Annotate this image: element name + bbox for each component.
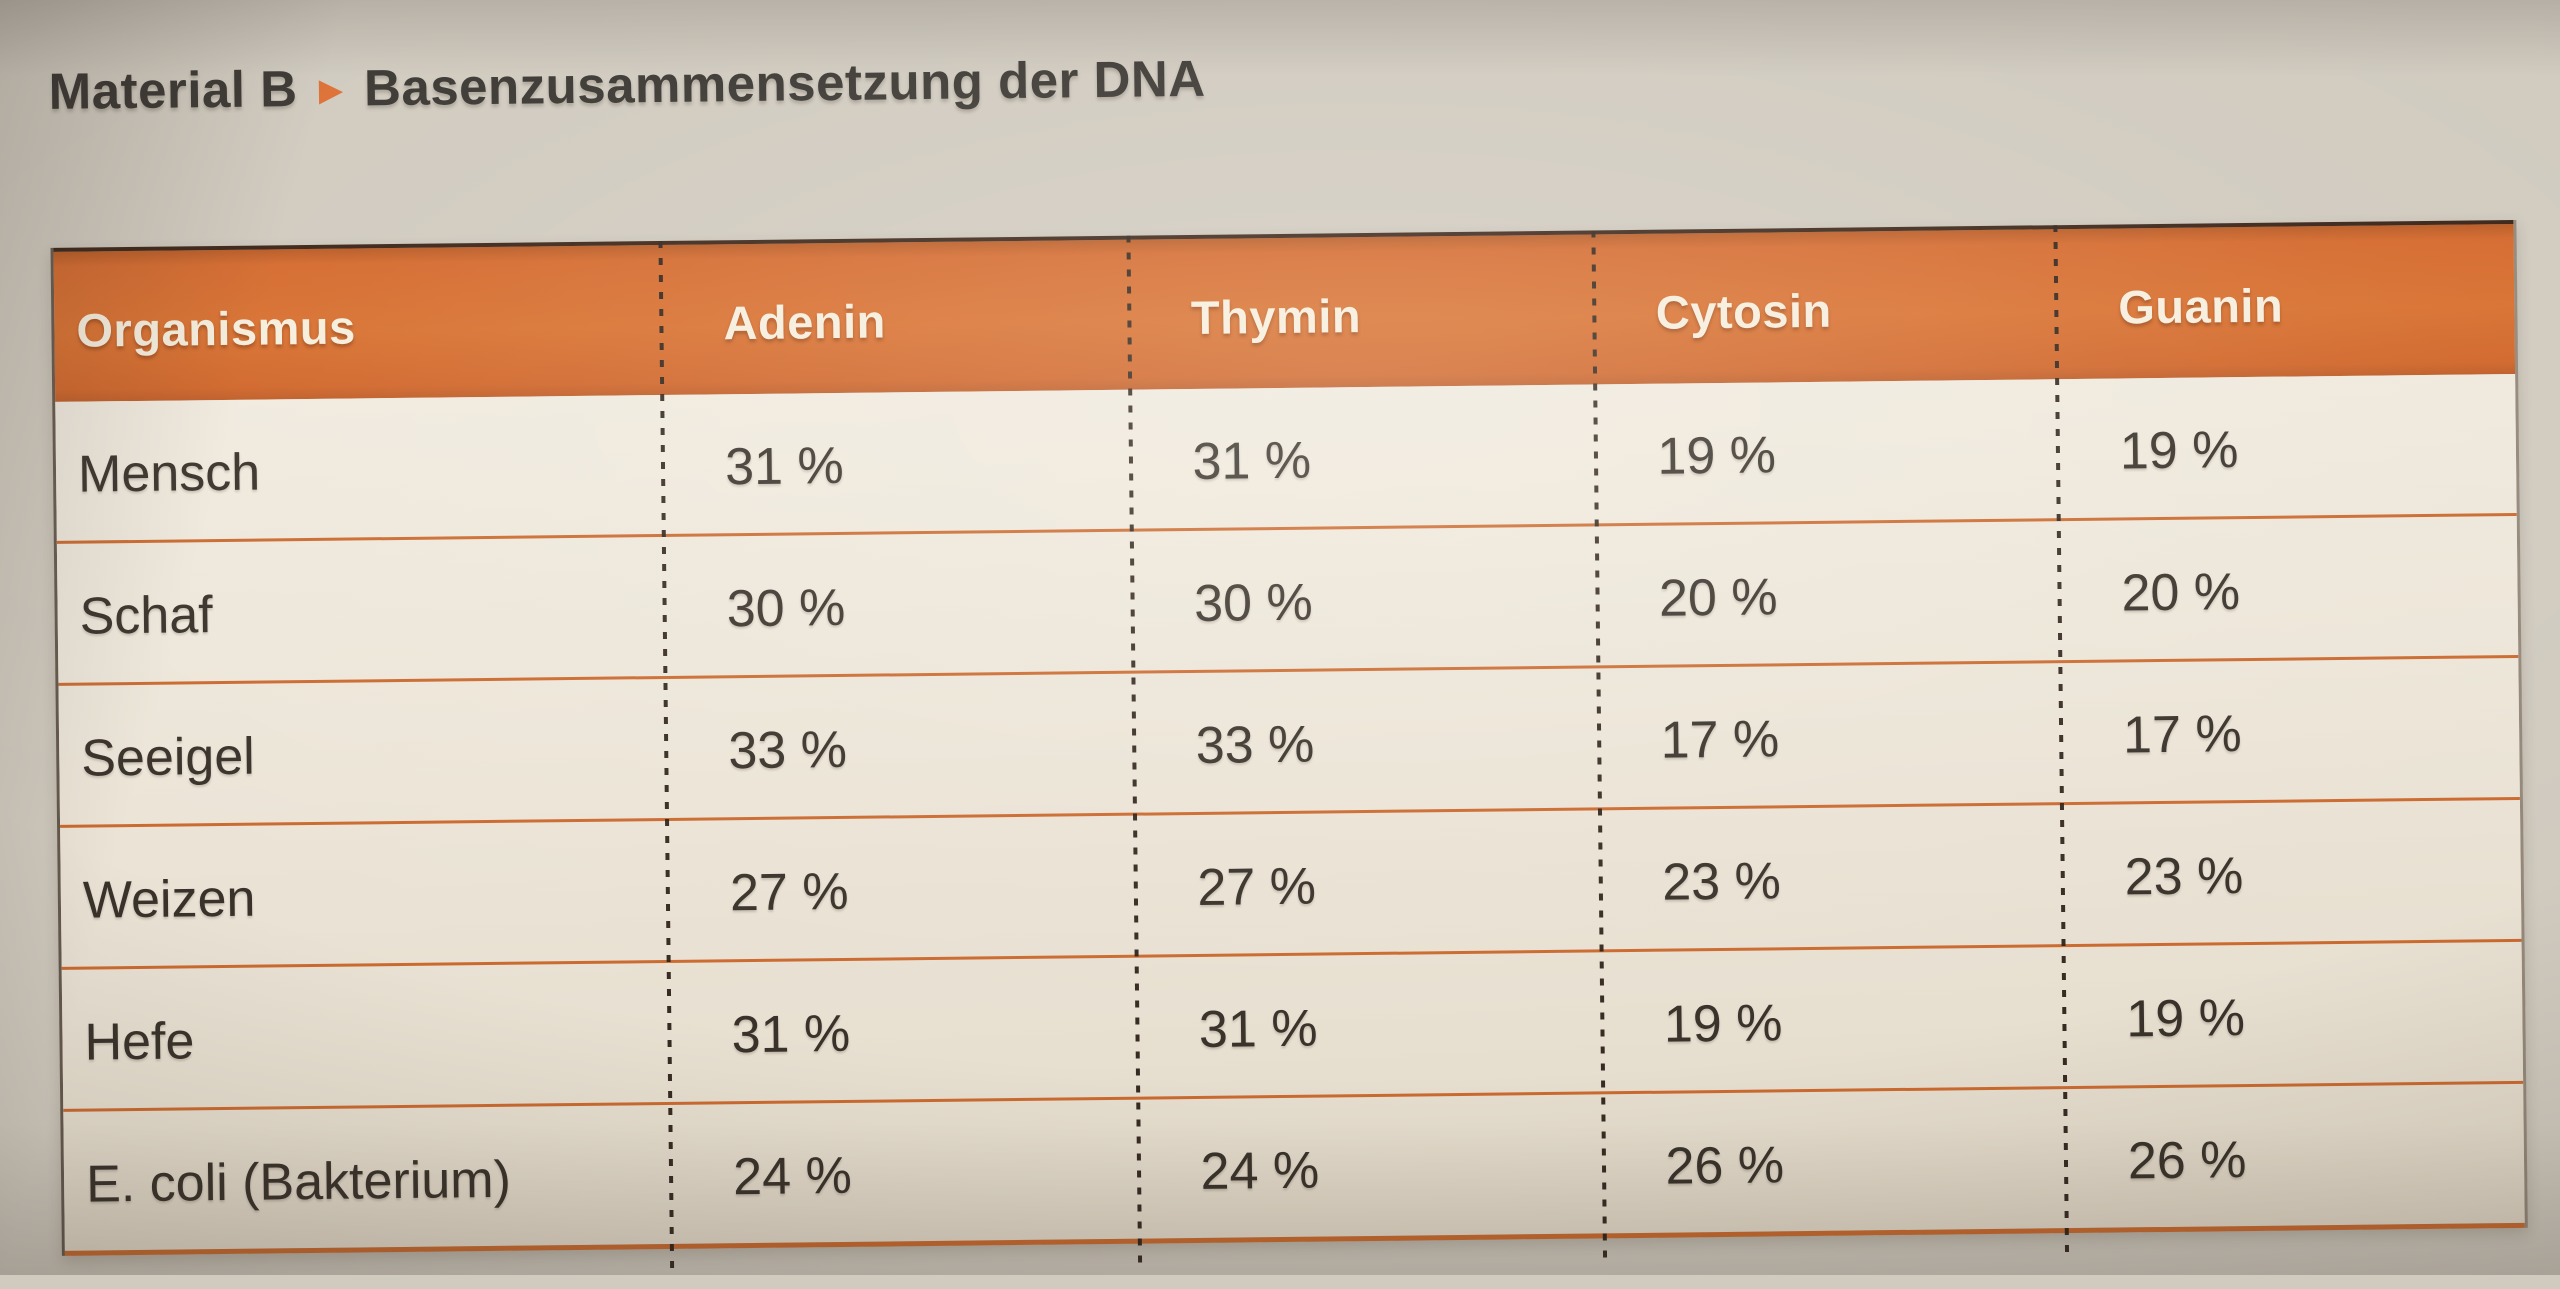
table-row-mensch: Mensch 31 % 31 % 19 % 19 %	[55, 374, 2516, 541]
dna-base-table: Organismus Adenin Thymin Cytosin Guanin …	[50, 219, 2528, 1277]
table-row-weizen: Weizen 27 % 27 % 23 % 23 %	[60, 796, 2522, 967]
value-cell-cytosin: 23 %	[1661, 851, 1782, 912]
value-cell-adenin: 31 %	[724, 436, 845, 496]
value-cell-cytosin: 19 %	[1663, 993, 1783, 1054]
organism-cell: Weizen	[82, 869, 256, 930]
value-cell-guanin: 17 %	[2122, 704, 2242, 764]
table-header-row: Organismus Adenin Thymin Cytosin Guanin	[53, 219, 2516, 402]
value-cell-guanin: 19 %	[2119, 420, 2239, 480]
value-cell-thymin: 30 %	[1193, 573, 1314, 633]
header-organismus: Organismus	[76, 299, 356, 357]
table-row-seeigel: Seeigel 33 % 33 % 17 % 17 %	[58, 654, 2520, 825]
value-cell-thymin: 27 %	[1197, 857, 1317, 917]
material-label: Material B	[48, 59, 298, 120]
header-thymin: Thymin	[1190, 288, 1362, 344]
organism-cell: Seeigel	[80, 727, 256, 788]
organism-cell: E. coli (Bakterium)	[85, 1150, 512, 1214]
value-cell-thymin: 33 %	[1195, 715, 1315, 775]
value-cell-adenin: 30 %	[726, 578, 846, 638]
value-cell-cytosin: 26 %	[1665, 1135, 1785, 1196]
organism-cell: Mensch	[77, 443, 261, 504]
table-row-ecoli: E. coli (Bakterium) 24 % 24 % 26 % 26 %	[63, 1080, 2525, 1251]
table-row-hefe: Hefe 31 % 31 % 19 % 19 %	[61, 938, 2524, 1109]
header-adenin: Adenin	[723, 293, 887, 349]
value-cell-guanin: 26 %	[2127, 1130, 2247, 1190]
organism-cell: Hefe	[84, 1011, 195, 1072]
value-cell-thymin: 31 %	[1192, 431, 1312, 491]
value-cell-thymin: 24 %	[1200, 1141, 1320, 1201]
arrow-right-icon: ▸	[319, 64, 343, 114]
value-cell-adenin: 33 %	[728, 720, 848, 780]
material-title-row: Material B ▸ Basenzusammensetzung der DN…	[48, 31, 2554, 123]
value-cell-cytosin: 19 %	[1657, 425, 1777, 486]
page-title: Basenzusammensetzung der DNA	[363, 49, 1206, 116]
header-guanin: Guanin	[2117, 278, 2284, 333]
value-cell-adenin: 27 %	[729, 862, 849, 922]
value-cell-adenin: 24 %	[732, 1146, 853, 1206]
value-cell-guanin: 23 %	[2124, 846, 2244, 906]
value-cell-guanin: 19 %	[2126, 988, 2246, 1048]
organism-cell: Schaf	[79, 585, 213, 646]
value-cell-cytosin: 20 %	[1658, 567, 1778, 628]
value-cell-guanin: 20 %	[2121, 562, 2241, 622]
header-cytosin: Cytosin	[1655, 283, 1832, 339]
value-cell-cytosin: 17 %	[1660, 709, 1780, 770]
value-cell-adenin: 31 %	[731, 1004, 851, 1064]
table-body: Mensch 31 % 31 % 19 % 19 % Schaf 30 % 30…	[55, 373, 2525, 1256]
value-cell-thymin: 31 %	[1198, 999, 1318, 1059]
table-row-schaf: Schaf 30 % 30 % 20 % 20 %	[56, 512, 2519, 683]
